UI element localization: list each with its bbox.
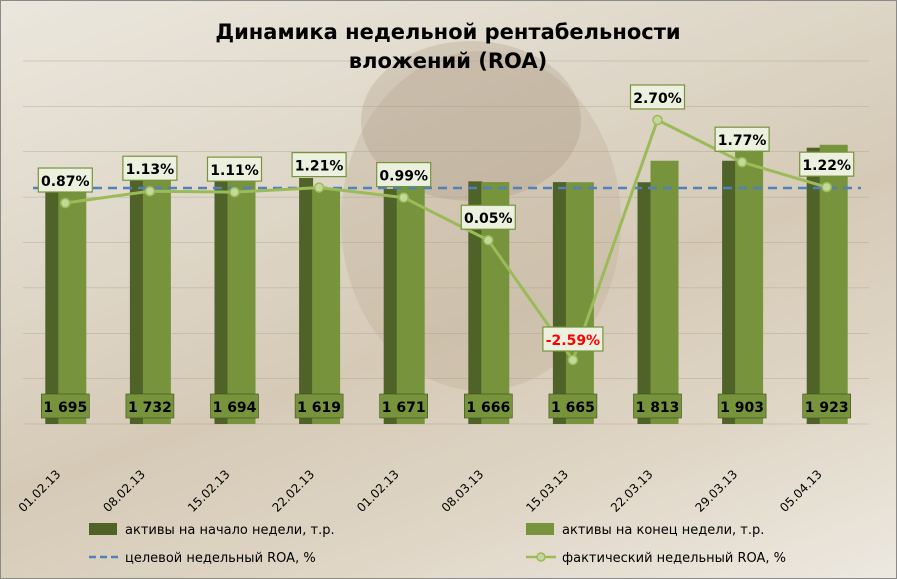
data-label-actual-roa: 0.99% bbox=[376, 161, 432, 188]
bar-assets-end bbox=[227, 178, 256, 424]
bar-assets-end bbox=[142, 172, 171, 424]
svg-text:1 666: 1 666 bbox=[466, 400, 510, 416]
data-label-actual-roa: 0.05% bbox=[460, 204, 516, 230]
svg-text:1 732: 1 732 bbox=[128, 400, 172, 416]
bar-assets-end bbox=[312, 188, 341, 424]
chart-title-line-2: вложений (ROA) bbox=[349, 49, 547, 73]
data-label-actual-roa: 1.22% bbox=[799, 151, 855, 177]
bar-assets-start bbox=[637, 182, 652, 424]
bar-assets-start bbox=[214, 172, 229, 424]
chart-title-line-1: Динамика недельной рентабельности bbox=[215, 20, 680, 44]
series-line-actual-roa bbox=[65, 117, 828, 364]
bar-assets-end bbox=[650, 160, 679, 425]
data-label-actual-roa: 1.77% bbox=[714, 126, 770, 152]
legend-label-assets-end: активы на конец недели, т.р. bbox=[562, 523, 764, 538]
point-actual-roa bbox=[821, 181, 832, 193]
data-label-assets-end: 1 903 bbox=[717, 393, 767, 419]
svg-text:1.21%: 1.21% bbox=[295, 159, 344, 175]
roa-value-labels-layer: 0.87% 1.13% 1.11% 1.21% 0.99% 0.05% -2.59% 2.70… bbox=[37, 84, 855, 352]
legend-swatch-assets-start bbox=[89, 523, 117, 535]
bar-assets-start bbox=[722, 160, 737, 425]
point-actual-roa bbox=[60, 197, 71, 209]
data-label-assets-end: 1 732 bbox=[125, 393, 175, 419]
data-label-assets-end: 1 619 bbox=[294, 393, 344, 419]
bar-assets-start bbox=[299, 178, 314, 424]
bar-assets-start bbox=[383, 188, 398, 424]
bar-assets-start bbox=[45, 183, 60, 424]
svg-text:1 671: 1 671 bbox=[382, 400, 426, 416]
point-actual-roa bbox=[313, 182, 325, 193]
point-actual-roa bbox=[398, 192, 409, 203]
bar-assets-end bbox=[58, 177, 87, 424]
svg-text:1.22%: 1.22% bbox=[802, 158, 851, 174]
data-label-actual-roa: 1.21% bbox=[291, 151, 347, 178]
data-label-assets-end: 1 813 bbox=[633, 393, 682, 419]
svg-text:1 903: 1 903 bbox=[720, 400, 764, 416]
point-actual-roa bbox=[144, 185, 156, 197]
point-actual-roa bbox=[229, 186, 240, 198]
data-label-actual-roa: 2.70% bbox=[629, 84, 686, 110]
bar-assets-end bbox=[735, 147, 764, 425]
bar-assets-start bbox=[129, 177, 144, 424]
legend-swatch-assets-end bbox=[526, 523, 554, 535]
legend-marker-actual-roa bbox=[536, 552, 546, 562]
bars-layer bbox=[45, 144, 848, 425]
data-label-actual-roa: 0.87% bbox=[37, 167, 93, 193]
data-label-assets-end: 1 665 bbox=[548, 393, 598, 419]
legend-label-actual-roa: фактический недельный ROA, % bbox=[562, 551, 786, 566]
bar-assets-start bbox=[806, 147, 821, 425]
data-label-assets-end: 1 666 bbox=[463, 393, 513, 419]
point-actual-roa bbox=[567, 354, 579, 366]
asset-value-labels-layer: 1 695 1 732 1 694 1 619 1 671 1 666 1 665 1 813… bbox=[40, 393, 852, 419]
svg-text:1 923: 1 923 bbox=[805, 400, 849, 416]
data-label-actual-roa: 1.11% bbox=[206, 156, 263, 182]
svg-text:1 695: 1 695 bbox=[43, 400, 87, 416]
bar-assets-start bbox=[468, 181, 483, 424]
svg-text:1 813: 1 813 bbox=[636, 400, 680, 416]
point-actual-roa bbox=[652, 114, 663, 126]
legend-label-assets-start: активы на начало недели, т.р. bbox=[125, 523, 335, 538]
svg-text:1.13%: 1.13% bbox=[126, 162, 175, 178]
svg-text:0.99%: 0.99% bbox=[379, 169, 428, 185]
legend-label-target-roa: целевой недельный ROA, % bbox=[125, 551, 316, 566]
svg-text:1 694: 1 694 bbox=[213, 400, 257, 416]
data-label-assets-end: 1 694 bbox=[210, 393, 259, 419]
svg-text:0.87%: 0.87% bbox=[41, 174, 90, 190]
actual-roa-line-layer bbox=[60, 114, 832, 366]
chart-legend: активы на начало недели, т.р. активы на … bbox=[89, 523, 786, 566]
svg-text:2.70%: 2.70% bbox=[633, 91, 682, 107]
svg-text:0.05%: 0.05% bbox=[464, 211, 513, 227]
bar-assets-end bbox=[396, 181, 425, 424]
data-label-actual-roa: 1.13% bbox=[122, 155, 178, 181]
point-actual-roa bbox=[736, 156, 748, 168]
data-label-assets-end: 1 671 bbox=[379, 393, 429, 419]
data-label-assets-end: 1 923 bbox=[802, 393, 852, 419]
bar-assets-end bbox=[565, 182, 594, 424]
bar-assets-start bbox=[552, 182, 567, 424]
data-label-actual-roa: -2.59% bbox=[542, 326, 604, 352]
svg-text:1 619: 1 619 bbox=[297, 400, 341, 416]
svg-text:1.11%: 1.11% bbox=[210, 163, 259, 179]
svg-text:1.77%: 1.77% bbox=[718, 133, 767, 149]
point-actual-roa bbox=[483, 234, 494, 246]
data-label-assets-end: 1 695 bbox=[40, 393, 90, 419]
svg-text:1 665: 1 665 bbox=[551, 400, 595, 416]
svg-text:-2.59%: -2.59% bbox=[546, 333, 600, 349]
